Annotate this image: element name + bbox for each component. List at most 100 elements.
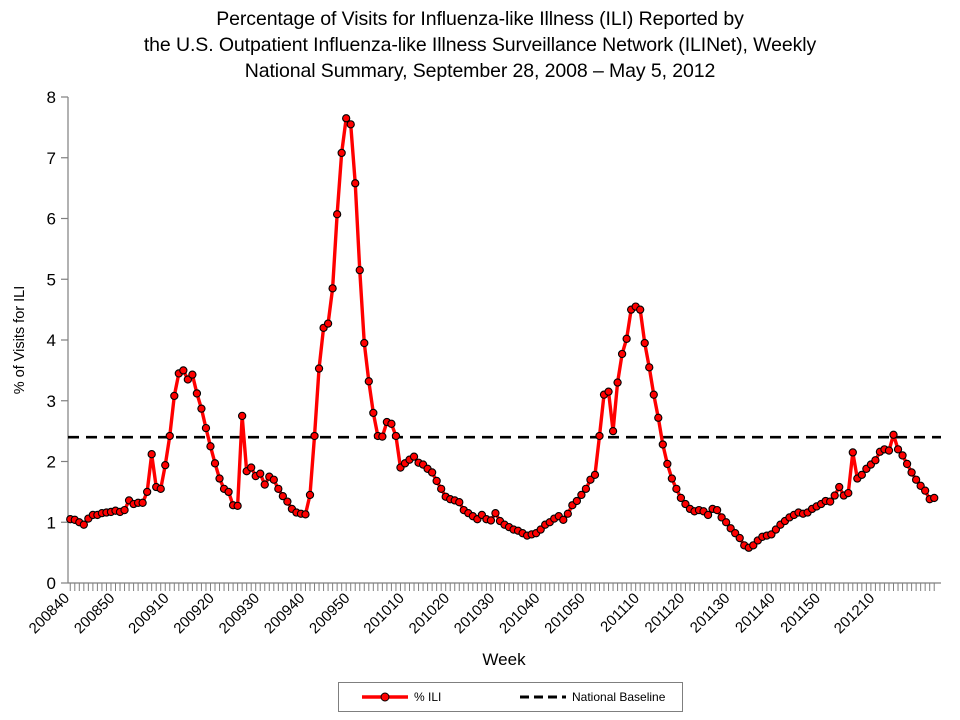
data-point-marker [830, 491, 839, 500]
data-point-marker [283, 497, 292, 506]
data-point-marker [351, 179, 360, 188]
data-point-marker [179, 366, 188, 375]
data-point-marker [437, 484, 446, 493]
data-point-marker [617, 349, 627, 359]
ili-series-markers [66, 114, 939, 552]
data-point-marker [455, 498, 464, 507]
x-tick-label: 200920 [170, 590, 217, 637]
data-point-marker [256, 469, 265, 478]
data-point-marker [826, 497, 835, 506]
ili-series-line [68, 116, 936, 550]
data-point-marker [310, 431, 319, 441]
data-point-marker [898, 451, 907, 460]
data-point-marker [346, 120, 355, 129]
data-point-marker [871, 456, 880, 465]
chart-title: Percentage of Visits for Influenza-like … [143, 8, 817, 82]
y-axis-ticks [61, 96, 68, 584]
x-tick-label: 200940 [261, 590, 308, 637]
data-point-marker [237, 411, 247, 421]
x-axis-title: Week [482, 650, 526, 669]
y-tick-label: 0 [47, 574, 56, 593]
data-point-marker [260, 480, 269, 489]
x-tick-label: 200840 [26, 590, 73, 637]
data-point-marker [649, 390, 658, 399]
data-point-marker [577, 490, 586, 500]
data-point-marker [355, 265, 364, 275]
data-point-marker [672, 484, 681, 493]
y-tick-label: 5 [47, 270, 56, 289]
x-tick-label: 201130 [687, 590, 734, 637]
data-point-marker [559, 515, 568, 524]
data-point-marker [274, 484, 283, 493]
data-point-marker [857, 470, 866, 480]
data-point-marker [328, 284, 337, 293]
data-point-marker [79, 520, 88, 529]
data-point-marker [844, 488, 853, 498]
data-point-marker [572, 496, 582, 506]
data-point-marker [201, 423, 211, 433]
x-tick-label: 201050 [541, 590, 588, 637]
data-point-marker [342, 114, 351, 123]
data-point-marker [645, 363, 654, 372]
data-point-marker [921, 486, 930, 495]
x-tick-label: 201150 [777, 590, 824, 637]
data-point-marker [613, 378, 622, 387]
data-point-marker [120, 505, 129, 515]
legend-label-national-baseline: National Baseline [572, 690, 666, 704]
data-point-marker [889, 430, 898, 439]
data-point-marker [848, 448, 857, 457]
data-point-marker [161, 460, 170, 470]
data-point-marker [427, 468, 437, 477]
data-point-marker [197, 404, 206, 413]
y-axis-title: % of Visits for ILI [12, 286, 28, 395]
data-point-marker [902, 459, 912, 469]
data-point-marker [188, 370, 197, 379]
y-tick-label: 1 [47, 513, 56, 532]
data-point-marker [278, 491, 288, 501]
x-tick-label: 200850 [71, 590, 118, 637]
data-point-marker [893, 445, 903, 454]
data-point-marker [636, 305, 645, 314]
data-point-marker [305, 490, 315, 500]
x-tick-label: 200930 [216, 590, 263, 637]
data-point-marker [432, 476, 441, 486]
data-point-marker [206, 442, 215, 451]
data-point-marker [224, 487, 233, 497]
y-tick-label: 8 [47, 88, 56, 107]
y-tick-label: 2 [47, 453, 56, 472]
data-point-marker [663, 459, 672, 469]
data-point-marker [215, 474, 224, 483]
x-tick-label: 200950 [306, 590, 353, 637]
data-point-marker [391, 431, 401, 441]
data-point-marker [332, 210, 342, 219]
data-point-marker [911, 475, 921, 484]
data-point-marker [676, 493, 686, 503]
baseline-legend-swatch-icon [520, 695, 566, 699]
data-point-marker [491, 508, 500, 518]
data-point-marker [735, 533, 744, 543]
legend-item-ili: % ILI [361, 683, 441, 711]
data-point-marker [884, 446, 894, 455]
data-point-marker [604, 387, 613, 396]
data-point-marker [143, 487, 152, 497]
data-point-marker [703, 510, 713, 520]
data-point-marker [581, 484, 591, 493]
data-point-marker [590, 470, 600, 480]
y-tick-label: 3 [47, 392, 56, 411]
data-point-marker [486, 516, 496, 525]
x-tick-label: 201010 [360, 590, 407, 637]
data-point-marker [192, 389, 202, 398]
data-point-marker [640, 338, 649, 348]
x-axis-ticks [69, 583, 935, 591]
data-point-marker [170, 391, 179, 401]
data-point-marker [654, 413, 663, 422]
data-point-marker [658, 440, 667, 449]
data-point-marker [138, 498, 147, 507]
data-point-marker [930, 493, 939, 503]
y-tick-labels: 0 1 2 3 4 5 6 7 8 [47, 88, 56, 593]
x-tick-label: 201110 [597, 590, 643, 636]
data-point-marker [165, 431, 174, 441]
x-tick-label: 201210 [831, 590, 878, 637]
